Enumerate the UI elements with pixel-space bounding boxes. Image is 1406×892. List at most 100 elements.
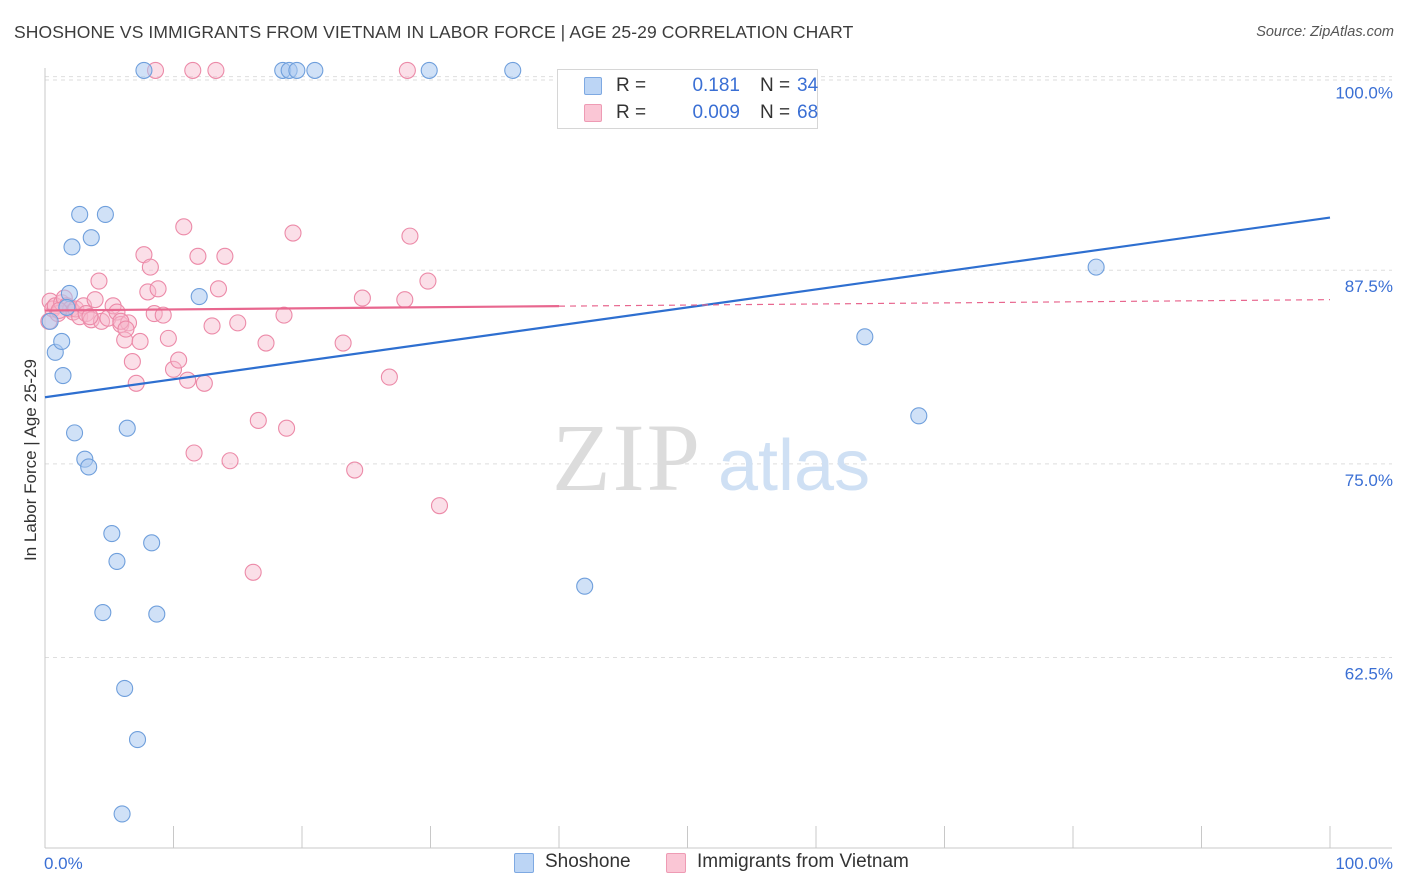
series-vietnam-points	[40, 61, 449, 581]
shoshone-point	[148, 605, 166, 623]
vietnam-point	[216, 247, 234, 265]
legend-n-value: 34	[797, 75, 819, 96]
vietnam-point	[184, 61, 202, 79]
vietnam-point	[396, 291, 414, 309]
vietnam-point	[81, 308, 99, 326]
shoshone-point	[66, 424, 84, 442]
legend-r-value: 0.181	[692, 75, 740, 96]
y-tick-label: 100.0%	[1335, 84, 1393, 103]
shoshone-swatch	[584, 77, 602, 95]
chart-source: Source: ZipAtlas.com	[1256, 24, 1394, 40]
vietnam-point	[175, 218, 193, 236]
shoshone-point	[576, 577, 594, 595]
vietnam-point	[179, 371, 197, 389]
watermark: ZIP atlas	[552, 404, 870, 511]
tick-labels: 62.5% 75.0% 87.5% 100.0% 0.0% 100.0%	[44, 84, 1393, 873]
vietnam-point	[90, 272, 108, 290]
shoshone-point	[420, 61, 438, 79]
vietnam-point	[159, 329, 177, 347]
legend-r-value: 0.009	[692, 102, 740, 123]
vietnam-point	[380, 368, 398, 386]
shoshone-point	[504, 61, 522, 79]
vietnam-point	[185, 444, 203, 462]
vietnam-point	[249, 411, 267, 430]
vietnam-point	[275, 306, 293, 324]
shoshone-point	[103, 524, 121, 543]
bottom-legend-vietnam-label: Immigrants from Vietnam	[697, 851, 909, 872]
shoshone-point	[82, 229, 100, 247]
vietnam-point	[86, 291, 104, 309]
legend-r-label: R =	[616, 75, 647, 96]
shoshone-point	[116, 679, 134, 698]
vietnam-point	[229, 314, 247, 332]
y-tick-label: 62.5%	[1345, 664, 1393, 683]
y-axis-label: In Labor Force | Age 25-29	[21, 359, 40, 561]
vietnam-point	[170, 351, 188, 369]
vietnam-point	[154, 306, 172, 324]
vietnam-point	[346, 461, 364, 479]
watermark-atlas: atlas	[718, 426, 870, 506]
shoshone-trendline	[44, 216, 1331, 399]
watermark-zip: ZIP	[552, 404, 702, 511]
vietnam-point	[149, 280, 167, 298]
legend-r-label: R =	[616, 102, 647, 123]
legend-n-value: 68	[797, 102, 819, 123]
vietnam-point	[284, 224, 302, 242]
shoshone-point	[113, 805, 131, 823]
bottom-legend-shoshone-label: Shoshone	[545, 851, 631, 872]
shoshone-point	[190, 287, 208, 306]
vietnam-point	[401, 227, 419, 245]
shoshone-point	[41, 312, 59, 330]
vietnam-point	[117, 320, 135, 338]
chart-title: SHOSHONE VS IMMIGRANTS FROM VIETNAM IN L…	[14, 22, 854, 42]
shoshone-point	[856, 328, 874, 346]
vietnam-trendline	[44, 305, 560, 312]
vietnam-point	[123, 353, 141, 371]
vietnam-point	[141, 258, 159, 276]
vietnam-point	[195, 374, 213, 392]
vietnam-point	[207, 61, 225, 79]
shoshone-point	[58, 298, 76, 316]
shoshone-point	[80, 458, 98, 476]
shoshone-point	[60, 284, 78, 303]
shoshone-point	[306, 61, 324, 79]
trendlines	[44, 216, 1331, 399]
vietnam-point	[353, 289, 371, 307]
vietnam-swatch	[666, 853, 686, 873]
shoshone-point	[118, 419, 136, 437]
x-tick-label: 0.0%	[44, 854, 83, 873]
y-tick-label: 87.5%	[1345, 277, 1393, 296]
stats-legend: R = 0.181 N = 34 R = 0.009 N = 68	[557, 69, 818, 129]
series-shoshone-points	[41, 61, 1105, 823]
shoshone-point	[71, 205, 89, 224]
vietnam-point	[419, 272, 437, 290]
x-tick-label: 100.0%	[1335, 854, 1393, 873]
vietnam-point	[430, 497, 449, 515]
vietnam-swatch	[584, 104, 602, 122]
shoshone-point	[63, 238, 81, 256]
legend-n-label: N =	[760, 75, 791, 96]
vietnam-point	[221, 452, 239, 470]
shoshone-point	[94, 603, 112, 622]
vietnam-point	[164, 360, 183, 378]
vietnam-point	[244, 563, 262, 581]
shoshone-point	[910, 407, 928, 425]
shoshone-point	[108, 552, 126, 570]
shoshone-point	[128, 731, 147, 749]
y-tick-label: 75.0%	[1345, 471, 1393, 490]
vietnam-point	[334, 334, 352, 352]
vietnam-point	[209, 280, 228, 298]
shoshone-swatch	[514, 853, 534, 873]
vietnam-point	[131, 332, 149, 351]
shoshone-point	[96, 205, 114, 224]
axes	[44, 68, 1392, 849]
vietnam-point	[398, 61, 416, 79]
vietnam-point	[203, 317, 221, 335]
shoshone-point	[54, 366, 72, 385]
vietnam-point	[278, 419, 296, 437]
vietnam-point	[257, 334, 275, 352]
shoshone-point	[53, 332, 71, 351]
shoshone-point	[135, 61, 153, 79]
shoshone-point	[288, 61, 306, 79]
shoshone-point	[143, 534, 161, 552]
